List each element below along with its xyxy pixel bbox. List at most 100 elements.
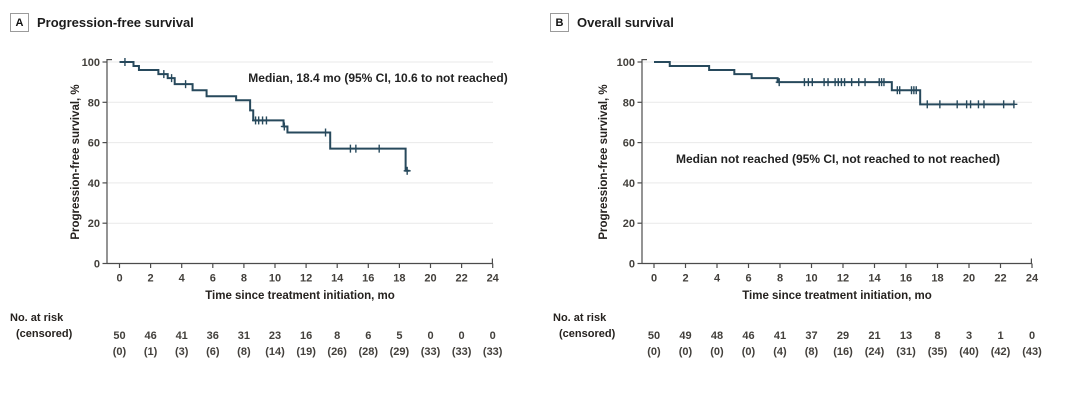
at-risk-value: 0	[1029, 330, 1035, 342]
x-tick-label: 8	[241, 273, 247, 285]
panel-b-censored-row-label: (censored)	[559, 328, 616, 340]
x-tick-label: 2	[148, 273, 154, 285]
censored-value: (0)	[113, 346, 127, 358]
censored-value: (16)	[833, 346, 853, 358]
y-tick-label: 60	[623, 138, 635, 150]
censored-value: (0)	[679, 346, 693, 358]
at-risk-value: 41	[176, 330, 188, 342]
km-curve	[654, 61, 1015, 106]
at-risk-value: 49	[679, 330, 691, 342]
at-risk-value: 23	[269, 330, 281, 342]
at-risk-value: 37	[805, 330, 817, 342]
panel-a-median-annotation: Median, 18.4 mo (95% CI, 10.6 to not rea…	[248, 71, 508, 85]
y-tick-label: 20	[88, 218, 100, 230]
panel-overall-survival: 0 20 40 60 80 100 0 2 4 6 8 10 12 14 16 18 20 22 24 50 (0) 49…	[540, 0, 1080, 400]
censored-value: (1)	[144, 346, 158, 358]
panel-progression-free-survival: 0 20 40 60 80 100 0 2 4 6 8 10 12 14 16 18 20 22 24 50 (0) 46…	[10, 13, 508, 358]
at-risk-value: 0	[459, 330, 465, 342]
censored-value: (0)	[742, 346, 756, 358]
censored-value: (33)	[421, 346, 441, 358]
at-risk-value: 21	[868, 330, 880, 342]
x-tick-label: 20	[963, 273, 975, 285]
x-tick-label: 10	[805, 273, 817, 285]
censored-value: (0)	[647, 346, 661, 358]
at-risk-value: 31	[238, 330, 250, 342]
x-tick-label: 8	[777, 273, 783, 285]
x-tick-label: 12	[837, 273, 849, 285]
censored-value: (24)	[865, 346, 885, 358]
at-risk-value: 6	[365, 330, 371, 342]
y-tick-label: 0	[94, 259, 100, 271]
censored-value: (3)	[175, 346, 189, 358]
y-tick-label: 100	[82, 57, 100, 69]
at-risk-value: 16	[300, 330, 312, 342]
at-risk-value: 36	[207, 330, 219, 342]
x-tick-label: 22	[994, 273, 1006, 285]
x-tick-label: 4	[714, 273, 721, 285]
x-tick-label: 14	[868, 273, 881, 285]
panel-a-x-axis-label: Time since treatment initiation, mo	[205, 290, 395, 302]
at-risk-value: 46	[742, 330, 754, 342]
x-tick-label: 18	[931, 273, 943, 285]
x-tick-label: 14	[331, 273, 344, 285]
censored-value: (4)	[773, 346, 787, 358]
censored-value: (28)	[359, 346, 379, 358]
x-tick-label: 16	[900, 273, 912, 285]
censored-value: (19)	[296, 346, 316, 358]
panel-b-risk-row-label: No. at risk	[553, 312, 607, 324]
at-risk-value: 0	[490, 330, 496, 342]
censored-value: (8)	[805, 346, 819, 358]
panel-b-median-annotation: Median not reached (95% CI, not reached …	[675, 152, 1001, 166]
panel-b-letter-box: B	[550, 13, 569, 32]
x-tick-label: 2	[682, 273, 688, 285]
censored-value: (14)	[265, 346, 285, 358]
y-tick-label: 100	[617, 57, 635, 69]
y-tick-label: 80	[623, 97, 635, 109]
censored-value: (40)	[959, 346, 979, 358]
x-tick-label: 10	[269, 273, 281, 285]
panel-b-title: Overall survival	[577, 15, 674, 30]
at-risk-value: 0	[427, 330, 433, 342]
x-tick-label: 24	[1026, 273, 1039, 285]
x-tick-label: 22	[455, 273, 467, 285]
km-curve	[119, 61, 410, 172]
panel-b-x-axis-label: Time since treatment initiation, mo	[742, 290, 932, 302]
at-risk-value: 50	[648, 330, 660, 342]
x-tick-label: 18	[393, 273, 405, 285]
at-risk-value: 5	[396, 330, 402, 342]
panel-a-y-axis-label: Progression-free survival, %	[70, 84, 82, 240]
y-tick-label: 20	[623, 218, 635, 230]
panel-a-title: Progression-free survival	[37, 15, 194, 30]
x-tick-label: 20	[424, 273, 436, 285]
censored-value: (43)	[1022, 346, 1042, 358]
censored-value: (35)	[928, 346, 948, 358]
panel-b-header: B Overall survival	[550, 13, 674, 32]
censored-value: (42)	[991, 346, 1011, 358]
at-risk-value: 13	[900, 330, 912, 342]
x-tick-label: 16	[362, 273, 374, 285]
x-tick-label: 0	[116, 273, 122, 285]
x-tick-label: 12	[300, 273, 312, 285]
x-tick-label: 24	[487, 273, 500, 285]
censored-value: (29)	[390, 346, 410, 358]
x-tick-label: 4	[179, 273, 186, 285]
y-tick-label: 60	[88, 138, 100, 150]
at-risk-value: 8	[934, 330, 940, 342]
at-risk-value: 41	[774, 330, 786, 342]
x-tick-label: 6	[745, 273, 751, 285]
y-tick-label: 40	[88, 178, 100, 190]
censored-value: (0)	[710, 346, 724, 358]
panel-a-letter-box: A	[10, 13, 29, 32]
panel-a-censored-row-label: (censored)	[16, 328, 73, 340]
censored-value: (26)	[327, 346, 347, 358]
censored-value: (8)	[237, 346, 251, 358]
panel-a-risk-row-label: No. at risk	[10, 312, 64, 324]
censored-value: (33)	[483, 346, 503, 358]
at-risk-value: 3	[966, 330, 972, 342]
x-tick-label: 6	[210, 273, 216, 285]
at-risk-value: 48	[711, 330, 723, 342]
censored-value: (31)	[896, 346, 916, 358]
